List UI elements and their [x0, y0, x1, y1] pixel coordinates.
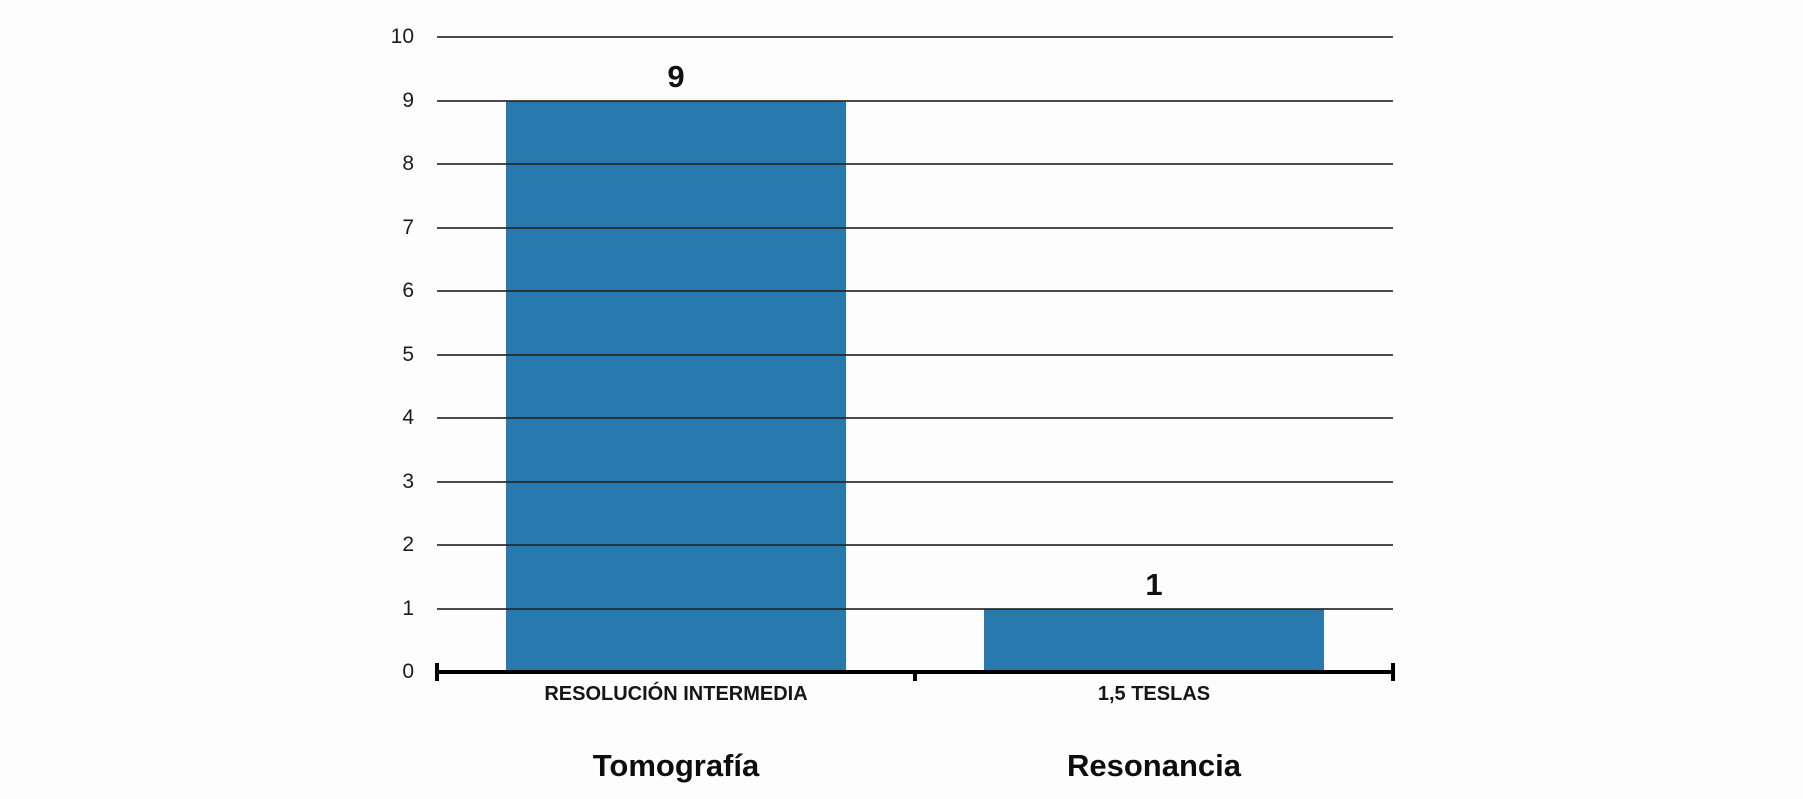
- gridline: [437, 99, 1393, 102]
- x-axis-tick: [913, 670, 917, 681]
- x-axis-tick: [1391, 663, 1395, 681]
- gridline: [437, 480, 1393, 483]
- gridline: [437, 36, 1393, 38]
- y-tick-label: 7: [402, 215, 414, 239]
- y-tick-label: 1: [402, 596, 414, 620]
- bar: [506, 100, 846, 672]
- y-tick-label: 10: [390, 25, 414, 48]
- gridline: [437, 544, 1393, 546]
- y-tick-label: 5: [402, 342, 414, 366]
- x-axis-tick: [435, 663, 439, 681]
- y-tick-label: 0: [402, 660, 414, 683]
- category-label: 1,5 TESLAS: [1097, 683, 1211, 705]
- gridline: [437, 417, 1393, 419]
- y-tick-label: 4: [402, 406, 414, 429]
- gridline: [437, 163, 1393, 165]
- bar-value-label: 1: [1145, 566, 1163, 602]
- gridline: [437, 607, 1393, 610]
- y-tick-label: 8: [402, 152, 414, 175]
- group-label: Tomografía: [592, 748, 760, 783]
- y-tick-label: 3: [402, 469, 414, 493]
- gridline: [437, 353, 1393, 356]
- bar: [984, 608, 1324, 672]
- group-label: Resonancia: [1066, 748, 1241, 783]
- y-tick-label: 2: [402, 533, 414, 556]
- category-label: RESOLUCIÓN INTERMEDIA: [544, 683, 808, 705]
- gridline: [437, 290, 1393, 292]
- bar-value-label: 9: [667, 58, 685, 94]
- y-tick-label: 9: [402, 88, 414, 112]
- gridline: [437, 226, 1393, 229]
- y-tick-label: 6: [402, 279, 414, 302]
